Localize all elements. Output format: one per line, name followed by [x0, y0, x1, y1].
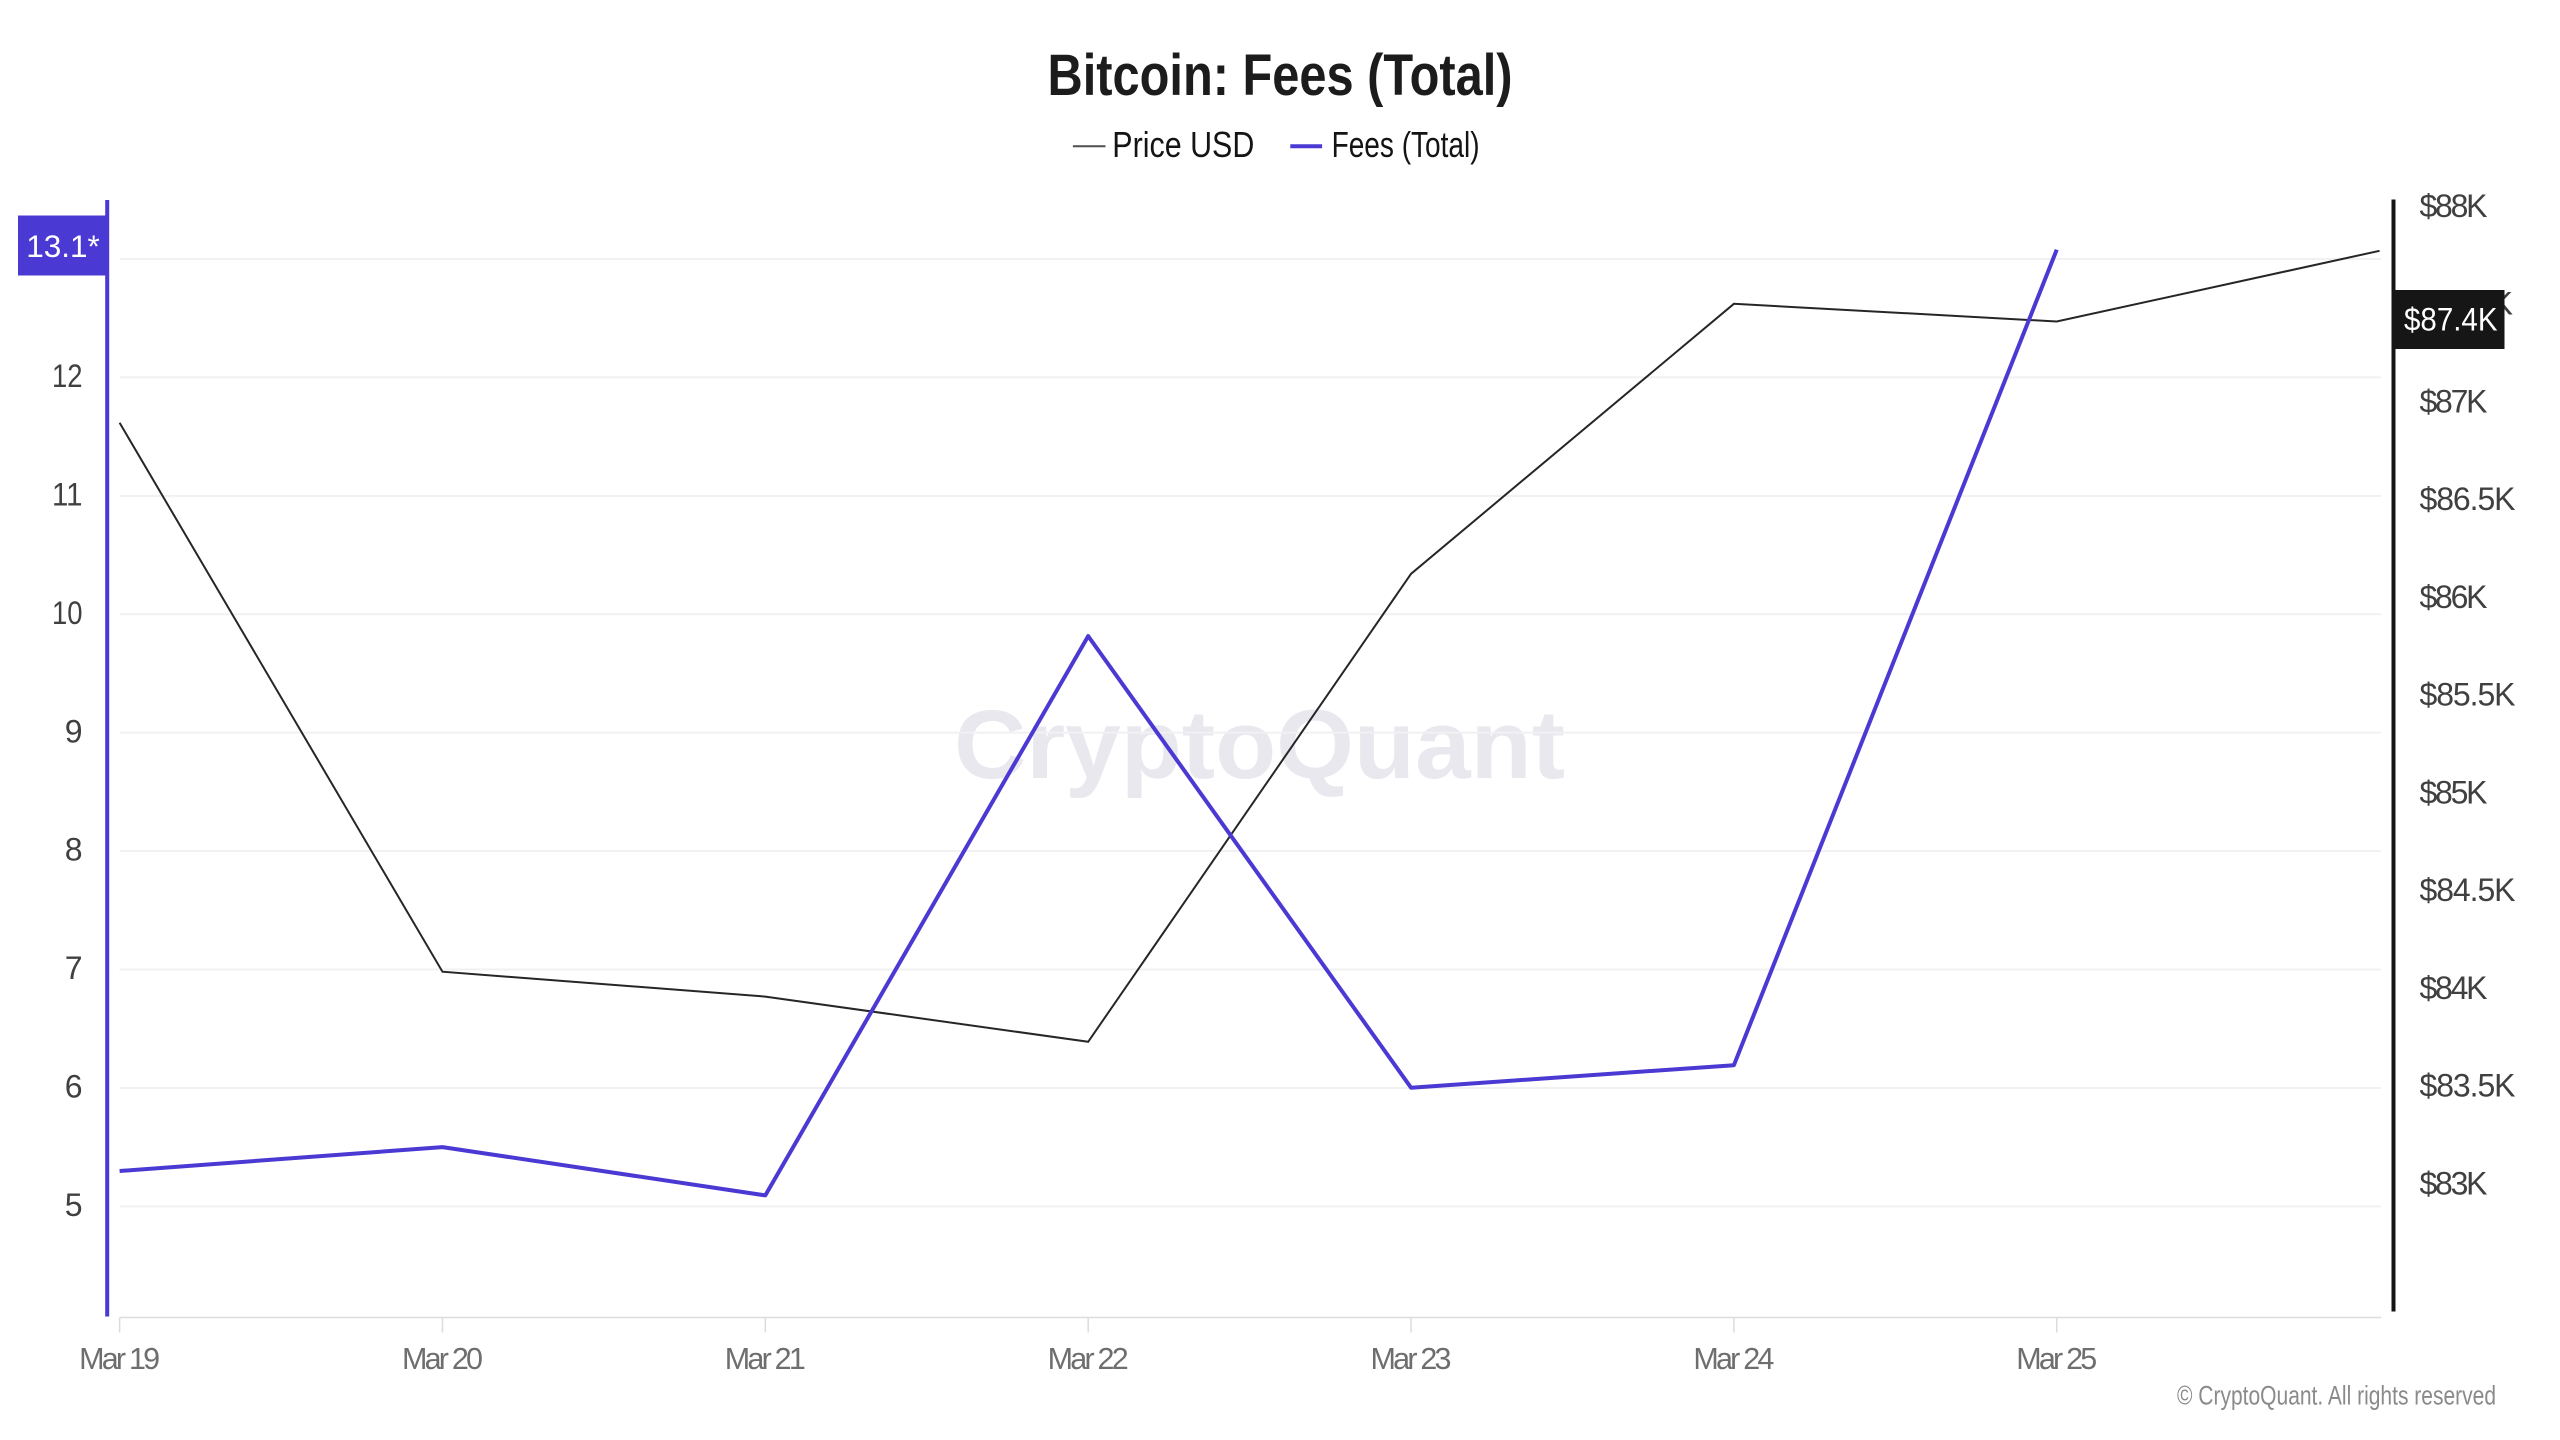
- svg-text:6: 6: [65, 1069, 83, 1105]
- svg-text:Price USD: Price USD: [1112, 124, 1254, 165]
- svg-text:Mar 23: Mar 23: [1371, 1342, 1452, 1376]
- svg-text:$85K: $85K: [2420, 774, 2488, 810]
- svg-text:Mar 24: Mar 24: [1693, 1342, 1774, 1376]
- svg-text:Bitcoin: Fees (Total): Bitcoin: Fees (Total): [1048, 43, 1513, 108]
- svg-text:$85.5K: $85.5K: [2420, 677, 2516, 713]
- svg-text:Mar 25: Mar 25: [2016, 1342, 2097, 1376]
- svg-text:$84K: $84K: [2420, 970, 2488, 1006]
- svg-text:12: 12: [52, 358, 83, 394]
- svg-text:Mar 22: Mar 22: [1048, 1342, 1129, 1376]
- svg-text:10: 10: [52, 595, 83, 631]
- svg-text:$87K: $87K: [2420, 383, 2488, 419]
- svg-text:7: 7: [65, 950, 83, 986]
- svg-text:Mar 19: Mar 19: [79, 1342, 160, 1376]
- svg-text:CryptoQuant: CryptoQuant: [954, 690, 1565, 799]
- svg-text:9: 9: [65, 713, 83, 749]
- svg-text:$86.5K: $86.5K: [2420, 481, 2516, 517]
- svg-text:8: 8: [65, 832, 83, 868]
- svg-text:$88K: $88K: [2420, 188, 2488, 224]
- svg-text:$84.5K: $84.5K: [2420, 872, 2516, 908]
- svg-text:$83K: $83K: [2420, 1165, 2488, 1201]
- svg-text:Mar 20: Mar 20: [402, 1342, 483, 1376]
- svg-text:$87.4K: $87.4K: [2404, 302, 2498, 338]
- svg-text:© CryptoQuant. All rights rese: © CryptoQuant. All rights reserved: [2177, 1381, 2496, 1411]
- svg-text:11: 11: [52, 476, 83, 512]
- svg-text:Mar 21: Mar 21: [725, 1342, 806, 1376]
- svg-text:13.1*: 13.1*: [26, 228, 100, 264]
- svg-text:Fees (Total): Fees (Total): [1332, 124, 1480, 165]
- svg-text:$83.5K: $83.5K: [2420, 1068, 2516, 1104]
- svg-text:5: 5: [65, 1187, 83, 1223]
- svg-text:$86K: $86K: [2420, 579, 2488, 615]
